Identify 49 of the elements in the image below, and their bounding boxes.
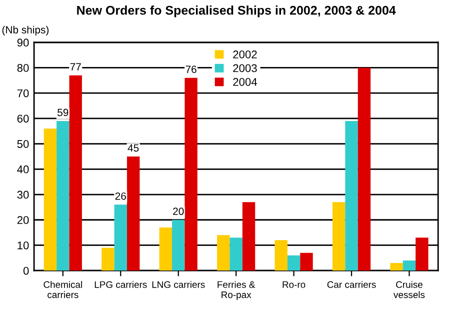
data-label: 20 — [173, 208, 184, 216]
bar — [287, 255, 300, 271]
bar — [416, 238, 428, 271]
y-tick-label: 10 — [18, 241, 29, 250]
y-tick-label: 0 — [23, 266, 29, 275]
y-tick-label: 30 — [17, 190, 29, 199]
bar — [114, 204, 127, 271]
bar — [274, 240, 288, 271]
bar — [69, 75, 82, 271]
bar — [402, 260, 416, 271]
bar — [56, 120, 70, 271]
legend-label: 2003 — [233, 64, 257, 72]
x-tick-label: Ferries & Ro-pax — [218, 280, 256, 300]
x-tick-label: LPG carriers — [94, 280, 147, 288]
bar — [159, 227, 172, 271]
x-tick-label: Car carriers — [327, 280, 376, 288]
x-tick-label: Ro-ro — [282, 281, 306, 288]
y-tick-label: 60 — [17, 114, 29, 123]
bar — [358, 68, 371, 271]
bar — [242, 202, 256, 271]
data-label: 59 — [58, 108, 68, 116]
y-axis-title: (Nb ships) — [2, 26, 49, 36]
y-tick-label: 40 — [17, 165, 29, 174]
x-tick-label: Cruise vessels — [394, 280, 425, 298]
bar — [332, 202, 346, 271]
bar — [345, 120, 358, 271]
bar — [126, 156, 140, 271]
bar — [217, 235, 230, 271]
y-tick-label: 50 — [17, 140, 29, 148]
legend-label: 2004 — [233, 78, 258, 86]
bar — [172, 220, 185, 271]
x-tick-label: LNG carriers — [152, 280, 205, 288]
bar — [390, 262, 403, 271]
bar — [230, 238, 242, 271]
data-label: 45 — [128, 144, 139, 152]
bar — [44, 128, 57, 271]
y-tick-label: 20 — [17, 216, 29, 224]
y-tick-label: 90 — [17, 38, 29, 47]
data-label: 77 — [70, 63, 81, 70]
data-label: 26 — [115, 192, 126, 200]
legend-label: 2002 — [233, 50, 257, 58]
data-label: 76 — [186, 66, 196, 74]
x-tick-label: Chemical carriers — [44, 280, 82, 298]
chart-title: New Orders fo Specialised Ships in 2002, 2003 & 2004 — [77, 6, 396, 18]
y-tick-label: 80 — [17, 64, 29, 72]
y-tick-label: 70 — [17, 89, 29, 98]
bar — [184, 78, 198, 271]
bar — [102, 248, 114, 271]
bar — [300, 252, 313, 271]
